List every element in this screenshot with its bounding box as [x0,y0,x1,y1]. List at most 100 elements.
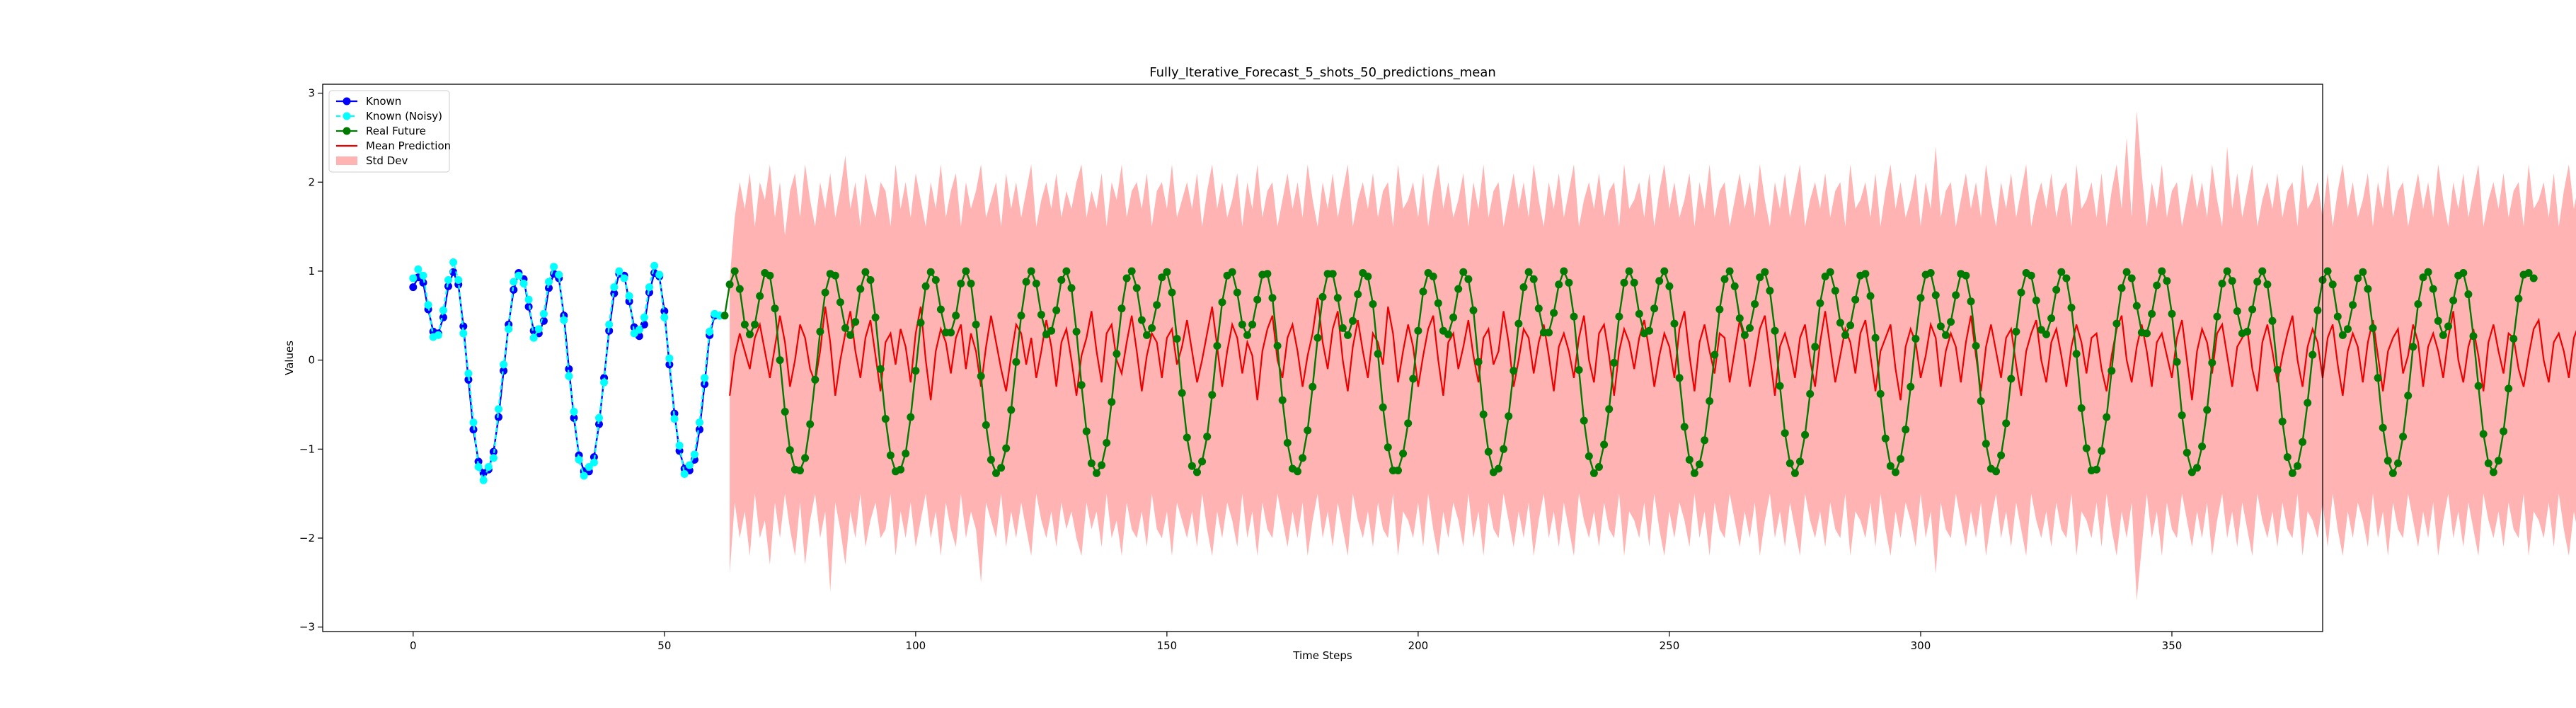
real-future-point [2037,326,2045,334]
real-future-point [1394,467,1402,474]
known-noisy-point [585,463,593,471]
real-future-point [1384,443,1392,452]
real-future-point [746,330,754,338]
real-future-point [1449,313,1458,321]
real-future-point [2047,314,2056,323]
real-future-point [1188,462,1196,470]
real-future-point [1148,324,1156,332]
known-point [660,307,669,315]
y-axis-label: Values [283,341,296,375]
real-future-point [1294,467,1301,476]
real-future-point [1283,439,1292,447]
real-future-point [1836,319,1844,327]
real-future-point [2027,271,2035,280]
real-future-point [2148,309,2156,318]
known-point [419,278,427,287]
real-future-point [1514,319,1523,328]
real-future-point [2218,280,2226,287]
real-future-point [1811,343,1819,351]
known-noisy-point [555,270,563,279]
real-future-point [1098,461,1106,469]
real-future-point [907,413,915,421]
real-future-point [1696,460,1703,469]
real-future-point [916,319,925,327]
real-future-point [2187,468,2196,476]
x-tick-label: 250 [1660,639,1680,652]
real-future-point [947,329,955,337]
real-future-point [2529,274,2538,282]
real-future-point [1947,318,1955,326]
known-noisy-point [469,418,478,427]
real-future-point [2439,331,2447,339]
real-future-point [1690,469,1698,477]
real-future-point [1047,326,1056,335]
y-axis-ticks: −3 −2 −1 0 1 2 3 [299,87,323,634]
real-future-point [2399,433,2408,441]
real-future-point [1379,403,1387,411]
known-noisy-point [495,405,502,413]
real-future-point [1218,298,1226,307]
known-noisy-point [545,278,553,286]
real-future-point [2388,469,2397,477]
real-future-point [2007,375,2016,383]
y-tick-label: 3 [308,87,315,100]
real-future-point [2429,285,2437,293]
real-future-point [1309,382,1317,391]
real-future-point [2228,277,2236,285]
real-future-point [2323,267,2332,275]
real-future-point [2469,332,2478,341]
known-noisy-point [645,283,653,292]
real-future-point [897,465,905,474]
real-future-point [2484,459,2492,467]
real-future-point [1720,275,1729,283]
known-noisy-point [660,313,669,321]
real-future-point [2223,267,2231,275]
real-future-point [1675,374,1684,382]
real-future-point [1193,468,1201,476]
real-future-point [2394,459,2402,467]
real-future-point [1816,299,1824,307]
real-future-point [2278,417,2287,426]
real-future-point [1143,331,1151,339]
real-future-point [1786,459,1794,467]
known-noisy-point [439,306,447,314]
known-noisy-point [409,274,418,282]
real-future-point [2017,288,2025,297]
real-future-point [2072,350,2081,358]
real-future-point [1127,267,1136,275]
real-future-point [2103,413,2111,421]
real-future-point [851,318,860,326]
known-noisy-point [539,309,548,318]
real-future-point [1067,284,1076,292]
real-future-point [1942,331,1950,339]
real-future-point [1735,314,1744,323]
known-noisy-point [610,283,619,292]
known-point [595,420,603,428]
real-future-point [1866,292,1875,300]
real-future-point [1409,375,1418,383]
known-noisy-point [479,476,488,484]
real-future-point [1952,291,1960,299]
real-future-point [1605,405,1614,413]
real-future-point [2424,268,2432,276]
real-future-point [740,320,749,329]
legend-box [328,90,450,173]
x-tick-label: 0 [410,639,417,652]
real-future-point [1846,321,1855,330]
real-future-point [1253,295,1262,304]
known-noisy-point [449,258,458,266]
real-future-point [1263,270,1272,278]
known-noisy-point [680,470,689,478]
real-future-point [1002,444,1011,452]
real-future-point [1519,283,1528,292]
real-future-point [871,313,880,321]
real-future-point [1238,320,1246,329]
real-future-point [2178,411,2186,420]
real-future-point [997,464,1006,472]
known-noisy-point [575,455,583,464]
real-future-point [2117,284,2126,292]
real-future-point [1374,350,1382,358]
known-noisy-point [524,295,533,304]
real-future-point [1982,440,1990,448]
